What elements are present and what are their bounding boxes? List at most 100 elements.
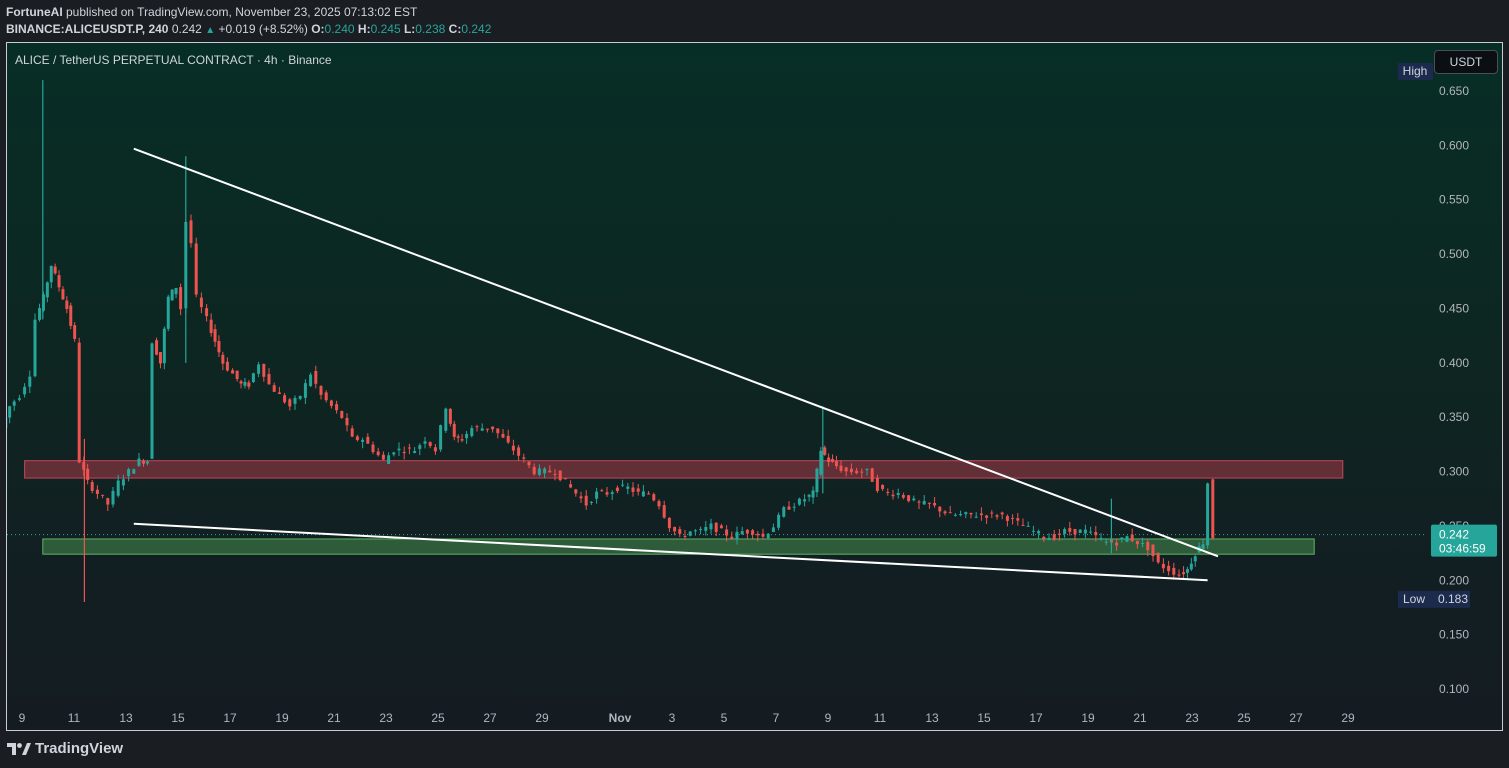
candle xyxy=(69,305,73,326)
candle xyxy=(589,501,593,503)
candle xyxy=(927,502,931,504)
candle xyxy=(827,457,831,463)
close-label: C: xyxy=(448,22,462,36)
candle xyxy=(849,468,853,473)
candle xyxy=(475,426,479,428)
candle xyxy=(428,442,432,447)
candle xyxy=(865,468,869,471)
candle xyxy=(896,493,900,495)
x-tick-label: 25 xyxy=(1237,711,1251,725)
candle xyxy=(1135,540,1139,545)
candle xyxy=(673,527,677,532)
candle xyxy=(162,328,166,364)
currency-button[interactable]: USDT xyxy=(1434,50,1498,74)
y-tick-label: 0.200 xyxy=(1439,573,1469,587)
candle xyxy=(1057,533,1061,535)
candle xyxy=(221,354,225,364)
x-tick-label: 11 xyxy=(68,711,81,725)
candle xyxy=(45,282,49,298)
candle xyxy=(688,531,692,536)
candle xyxy=(95,489,99,494)
candle xyxy=(387,455,391,464)
candle xyxy=(319,386,323,395)
candle xyxy=(303,383,307,398)
candle xyxy=(53,266,57,274)
candle xyxy=(1031,530,1035,532)
tradingview-logo[interactable]: TradingView xyxy=(7,740,123,757)
x-tick-label: 5 xyxy=(721,711,728,725)
candle xyxy=(82,462,86,470)
candle xyxy=(366,436,370,444)
candle xyxy=(1115,542,1119,546)
candle xyxy=(704,526,708,531)
x-tick-label: 27 xyxy=(1289,711,1303,725)
trendline xyxy=(133,522,1208,582)
candle xyxy=(199,297,203,308)
x-tick-label: 25 xyxy=(431,711,445,725)
candle xyxy=(1156,553,1160,563)
candle xyxy=(537,468,541,475)
author-name[interactable]: FortuneAI xyxy=(6,5,63,19)
candle xyxy=(38,308,42,320)
candle xyxy=(558,470,562,481)
candle xyxy=(626,486,630,489)
candle xyxy=(166,296,170,329)
candle xyxy=(787,506,791,510)
candle xyxy=(1047,537,1051,540)
candle xyxy=(418,445,422,449)
candle xyxy=(964,512,968,515)
x-tick-label: 19 xyxy=(1081,711,1095,725)
x-tick-label: 15 xyxy=(977,711,991,725)
candle xyxy=(444,408,448,431)
candle xyxy=(745,529,749,534)
candle xyxy=(355,436,359,440)
candle xyxy=(511,445,515,451)
candle xyxy=(1011,517,1015,519)
candle xyxy=(683,535,687,537)
high-label: H: xyxy=(357,22,371,36)
candle xyxy=(807,494,811,497)
candle xyxy=(456,436,460,438)
candle xyxy=(1161,563,1165,569)
x-tick-label: 19 xyxy=(275,711,289,725)
symbol-name[interactable]: BINANCE:ALICEUSDT.P, 240 xyxy=(6,22,169,36)
x-tick-label: 3 xyxy=(669,711,676,725)
candle xyxy=(1151,544,1155,557)
candle xyxy=(335,404,339,411)
resistance-zone xyxy=(24,460,1344,479)
candle xyxy=(350,428,354,437)
candle xyxy=(1026,525,1030,527)
candle xyxy=(990,512,994,514)
candle xyxy=(1211,479,1215,539)
candle xyxy=(912,498,916,501)
candle xyxy=(933,503,937,506)
candle xyxy=(272,385,276,392)
candle xyxy=(170,289,174,301)
chart-frame[interactable]: 0.650 0.600 0.550 0.500 0.450 0.400 0.350 0.300… xyxy=(6,42,1503,731)
x-tick-label: 13 xyxy=(925,711,939,725)
x-tick-label: 9 xyxy=(19,711,26,725)
x-tick-label: 29 xyxy=(1341,711,1355,725)
open-value: 0.240 xyxy=(324,22,355,36)
x-tick-label: 27 xyxy=(483,711,497,725)
candle xyxy=(293,397,297,404)
candle xyxy=(283,395,287,403)
countdown-value: 03:46:59 xyxy=(1439,542,1486,556)
price-chart[interactable]: 0.650 0.600 0.550 0.500 0.450 0.400 0.350 0.300… xyxy=(7,43,1502,730)
low-label: L: xyxy=(403,22,416,36)
candle xyxy=(751,530,755,535)
candle xyxy=(1146,541,1150,551)
candle xyxy=(532,466,536,475)
support-zone xyxy=(42,538,1315,555)
close-value: 0.242 xyxy=(461,22,492,36)
symbol-info-line: BINANCE:ALICEUSDT.P, 240 0.242 ▲ +0.019 … xyxy=(6,22,491,36)
candle xyxy=(891,494,895,497)
candle xyxy=(1063,529,1067,534)
candle xyxy=(155,340,159,355)
candle xyxy=(361,439,365,442)
candle xyxy=(309,374,313,387)
candle xyxy=(189,220,193,244)
chart-title: ALICE / TetherUS PERPETUAL CONTRACT · 4h… xyxy=(15,53,332,67)
change-value: +0.019 (+8.52%) xyxy=(218,22,308,36)
candle xyxy=(397,448,401,451)
